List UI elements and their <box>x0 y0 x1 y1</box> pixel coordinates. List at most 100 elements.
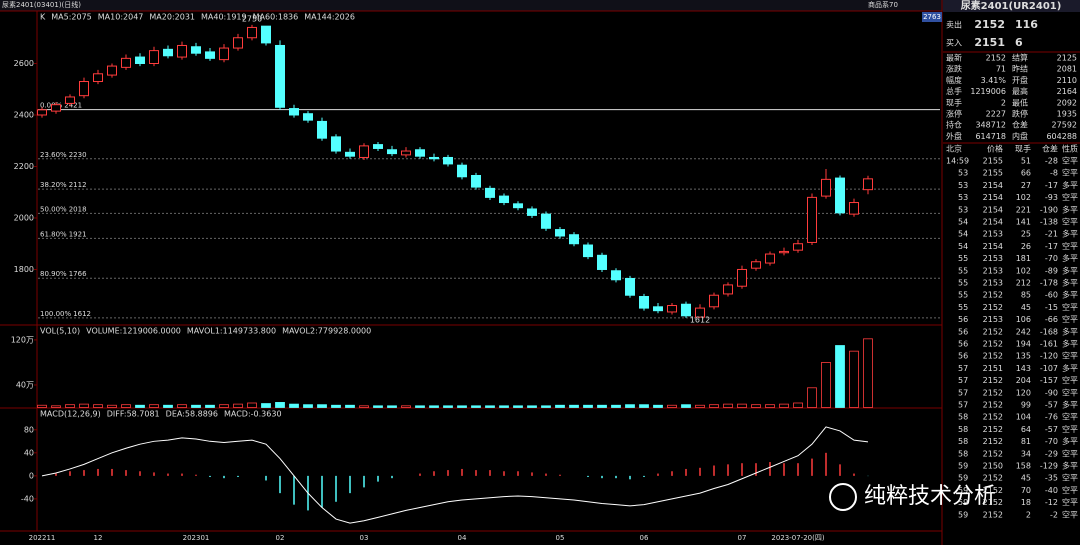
tick-cell: 51 <box>1021 157 1031 166</box>
tick-cell: 空平 <box>1062 217 1078 227</box>
order-label: 买入 <box>946 39 962 48</box>
tick-cell: -107 <box>1040 364 1058 373</box>
fib-value: 2230 <box>69 151 87 159</box>
tick-cell: 27 <box>1021 181 1031 190</box>
quote-title-bar <box>943 0 1080 12</box>
tick-cell: 56 <box>958 327 968 336</box>
tick-cell: 59 <box>958 498 968 507</box>
stat-value: 604288 <box>1046 132 1077 141</box>
volume-bar <box>835 345 845 408</box>
tick-cell: 59 <box>958 474 968 483</box>
candle-body <box>149 50 159 64</box>
watermark-icon <box>829 483 857 511</box>
tick-cell: 2153 <box>983 254 1003 263</box>
tick-cell: 59 <box>958 510 968 519</box>
tick-header: 北京 <box>946 144 962 154</box>
indicator-label: MA20:2031 <box>149 13 195 22</box>
y-tick-label: 40 <box>24 448 34 457</box>
tick-cell: 55 <box>958 291 968 300</box>
tick-cell: -190 <box>1040 205 1058 214</box>
tick-cell: 空平 <box>1062 156 1078 166</box>
volume-bar <box>359 405 369 408</box>
indicator-label: MA10:2047 <box>98 13 144 22</box>
tick-cell: 多平 <box>1062 326 1078 336</box>
tick-cell: 空平 <box>1062 497 1078 507</box>
tick-cell: -17 <box>1045 242 1058 251</box>
tick-cell: 2153 <box>983 266 1003 275</box>
tick-header: 价格 <box>987 144 1003 154</box>
tick-cell: 58 <box>958 437 968 446</box>
candle-body <box>793 243 803 251</box>
fib-value: 1921 <box>69 230 87 238</box>
volume-bar <box>569 404 579 408</box>
tick-cell: -70 <box>1045 437 1058 446</box>
volume-bar <box>233 403 243 408</box>
tick-header: 现手 <box>1015 144 1031 154</box>
stat-value: 2081 <box>1057 65 1077 74</box>
volume-bar <box>107 404 117 408</box>
candle-body <box>527 208 537 216</box>
candle-body <box>387 149 397 155</box>
tick-cell: 56 <box>958 352 968 361</box>
stat-label: 仓差 <box>1012 120 1028 130</box>
volume-bar <box>51 405 61 408</box>
volume-bar <box>527 405 537 408</box>
stat-value: 27592 <box>1052 121 1077 130</box>
tick-cell: 2152 <box>983 291 1003 300</box>
candle-body <box>499 195 509 204</box>
candle-body <box>121 57 131 68</box>
fib-value: 2018 <box>69 205 87 213</box>
candle-body <box>821 178 831 197</box>
tick-cell: 212 <box>1016 279 1031 288</box>
indicator-label: MAVOL2:779928.0000 <box>282 327 371 336</box>
candle-body <box>471 174 481 188</box>
tick-cell: 55 <box>958 266 968 275</box>
volume-bar <box>793 402 803 408</box>
candle-body <box>107 65 117 76</box>
indicator-label: DEA:58.8896 <box>166 410 218 419</box>
tick-cell: 空平 <box>1062 485 1078 495</box>
stat-value: 1219006 <box>970 87 1006 96</box>
volume-bar <box>597 404 607 408</box>
x-tick-label: 02 <box>276 534 285 542</box>
tick-cell: 55 <box>958 303 968 312</box>
tick-cell: -76 <box>1045 413 1058 422</box>
volume-bar <box>485 405 495 408</box>
fib-value: 1612 <box>73 310 91 318</box>
candle-body <box>737 268 747 287</box>
stat-value: 3.41% <box>981 76 1007 85</box>
tick-cell: 58 <box>958 425 968 434</box>
tick-cell: 58 <box>958 413 968 422</box>
tick-cell: 194 <box>1016 340 1031 349</box>
tick-cell: 102 <box>1016 266 1031 275</box>
candle-body <box>835 177 845 214</box>
quote-title: 尿素2401(UR2401) <box>961 0 1062 12</box>
tick-cell: 221 <box>1016 205 1031 214</box>
stat-value: 2125 <box>1057 54 1077 63</box>
volume-bar <box>807 387 817 408</box>
tick-cell: 26 <box>1021 242 1031 251</box>
tick-cell: 55 <box>958 254 968 263</box>
indicator-label: MA144:2026 <box>304 13 355 22</box>
tick-cell: -57 <box>1045 401 1058 410</box>
candle-body <box>807 196 817 243</box>
indicator-label: VOL(5,10) <box>40 327 80 336</box>
volume-bar <box>401 405 411 408</box>
cursor-box <box>922 12 942 22</box>
volume-bar <box>261 403 271 408</box>
tick-cell: 空平 <box>1062 302 1078 312</box>
indicator-label: MACD(12,26,9) <box>40 410 101 419</box>
stat-value: 2 <box>1001 98 1006 107</box>
fib-label: 50.00% <box>40 205 67 213</box>
tick-cell: 多平 <box>1062 436 1078 446</box>
order-price: 2151 <box>974 36 1005 49</box>
tick-cell: 多平 <box>1062 180 1078 190</box>
candle-body <box>779 250 789 254</box>
tick-cell: 66 <box>1021 169 1031 178</box>
stat-label: 涨停 <box>946 109 962 119</box>
candle-body <box>429 156 439 160</box>
y-tick-label: 120万 <box>11 335 34 344</box>
watermark: 纯粹技术分析 <box>864 484 996 509</box>
x-tick-label: 05 <box>556 534 565 542</box>
